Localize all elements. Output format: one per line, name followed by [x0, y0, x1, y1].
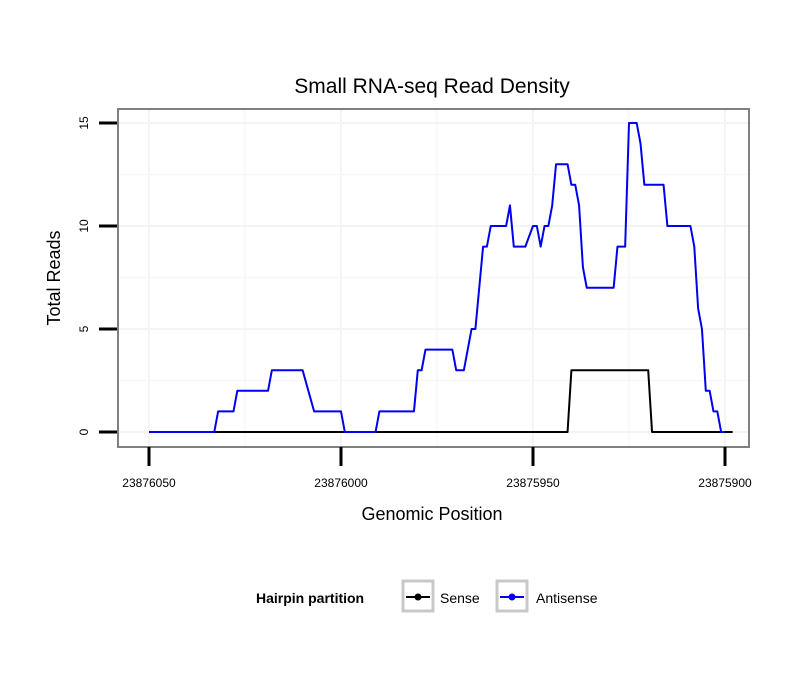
y-axis-ticks: 0 5 10 15	[77, 116, 117, 435]
x-axis-label: Genomic Position	[361, 504, 502, 524]
legend-label-antisense: Antisense	[536, 590, 598, 606]
x-tick-label: 23875900	[698, 476, 752, 490]
series-line-sense	[149, 369, 733, 433]
y-tick-label: 0	[77, 428, 91, 435]
legend-title: Hairpin partition	[256, 590, 364, 606]
plot-border	[117, 108, 750, 448]
series-lines	[149, 122, 733, 433]
series-line-antisense	[149, 122, 725, 433]
x-tick-label: 23876050	[122, 476, 176, 490]
x-tick-label: 23875950	[506, 476, 560, 490]
legend-item-sense[interactable]: Sense	[401, 579, 480, 613]
y-tick-label: 5	[77, 325, 91, 332]
y-axis-label: Total Reads	[44, 230, 64, 325]
legend-key-antisense-box	[495, 579, 529, 613]
legend-item-antisense[interactable]: Antisense	[495, 579, 598, 613]
x-tick-label: 23876000	[314, 476, 368, 490]
y-tick-label: 15	[77, 116, 91, 130]
x-axis-ticks: 23876050 23876000 23875950 23875900	[122, 447, 752, 490]
legend-label-sense: Sense	[440, 590, 480, 606]
legend-key-antisense-dot	[508, 593, 516, 601]
chart-title: Small RNA-seq Read Density	[294, 75, 570, 98]
y-tick-label: 10	[77, 219, 91, 233]
legend-key-sense-dot	[414, 593, 422, 601]
